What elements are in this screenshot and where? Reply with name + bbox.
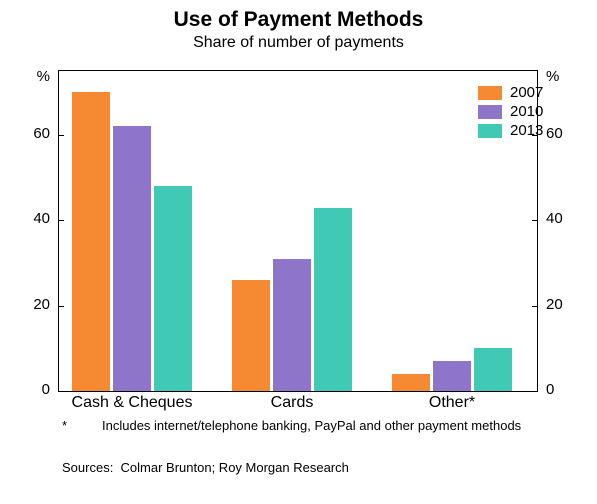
y-tick-right: 40: [546, 210, 563, 227]
y-tick-left: 60: [33, 125, 50, 142]
category-label: Other*: [382, 394, 522, 412]
sources: Sources: Colmar Brunton; Roy Morgan Rese…: [62, 460, 349, 475]
y-tick-left: 40: [33, 210, 50, 227]
footnote-text: Includes internet/telephone banking, Pay…: [102, 418, 542, 435]
tick-mark: [58, 220, 64, 221]
bar: [72, 92, 110, 391]
legend-label: 2007: [510, 84, 543, 101]
chart-subtitle: Share of number of payments: [0, 32, 597, 52]
y-tick-right: 0: [546, 381, 554, 398]
bar: [154, 186, 192, 391]
bar: [273, 259, 311, 391]
y-tick-left: 20: [33, 296, 50, 313]
legend: 2007 2010 2013: [478, 84, 543, 141]
legend-item: 2013: [478, 122, 543, 139]
category-label: Cash & Cheques: [62, 394, 202, 412]
chart-title: Use of Payment Methods: [0, 0, 597, 32]
plot-area: [58, 70, 538, 392]
legend-item: 2007: [478, 84, 543, 101]
sources-label: Sources:: [62, 460, 113, 475]
category-label: Cards: [222, 394, 362, 412]
legend-label: 2010: [510, 103, 543, 120]
legend-swatch: [478, 105, 502, 119]
sources-text: Colmar Brunton; Roy Morgan Research: [121, 460, 349, 475]
y-tick-left: 0: [42, 381, 50, 398]
footnote: *Includes internet/telephone banking, Pa…: [62, 418, 542, 435]
tick-mark: [58, 135, 64, 136]
legend-label: 2013: [510, 122, 543, 139]
y-axis-left: [58, 71, 59, 391]
chart-container: Use of Payment Methods Share of number o…: [0, 0, 597, 504]
bar: [314, 208, 352, 391]
bar: [433, 361, 471, 391]
legend-swatch: [478, 124, 502, 138]
tick-mark: [532, 220, 538, 221]
y-tick-right: 20: [546, 296, 563, 313]
bar: [113, 126, 151, 391]
y-unit-left: %: [37, 68, 50, 85]
legend-item: 2010: [478, 103, 543, 120]
tick-mark: [532, 306, 538, 307]
y-tick-right: 60: [546, 125, 563, 142]
bar: [474, 348, 512, 391]
tick-mark: [58, 306, 64, 307]
footnote-marker: *: [62, 418, 102, 435]
y-unit-right: %: [546, 68, 559, 85]
bar: [232, 280, 270, 391]
bar: [392, 374, 430, 391]
legend-swatch: [478, 86, 502, 100]
